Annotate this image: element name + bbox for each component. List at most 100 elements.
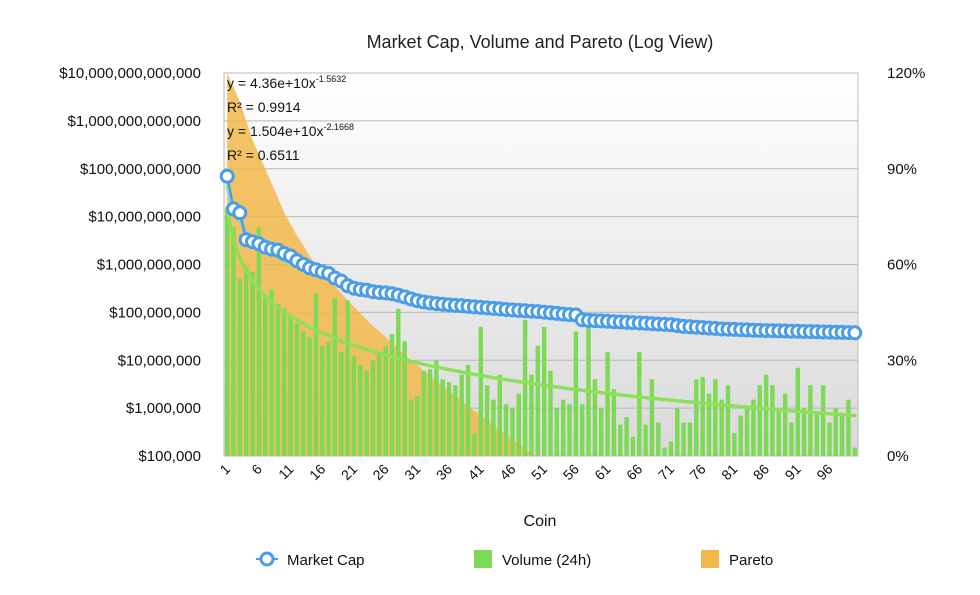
x-tick-label: 31 <box>401 461 423 483</box>
y-left-tick-label: $100,000,000 <box>109 304 201 321</box>
trend-exponent: -2.1668 <box>324 122 355 132</box>
volume-bar <box>763 374 769 456</box>
volume-bar <box>808 385 813 456</box>
volume-bar <box>320 345 325 456</box>
volume-bar <box>326 341 331 456</box>
x-tick-label: 86 <box>750 461 772 483</box>
volume-bar <box>231 227 236 456</box>
x-tick-label: 61 <box>591 461 613 483</box>
volume-bar <box>256 227 262 456</box>
volume-bar <box>580 404 585 456</box>
y-right-tick-label: 0% <box>887 448 909 465</box>
y-left-tick-label: $1,000,000,000 <box>97 257 201 274</box>
x-tick-label: 6 <box>248 461 265 478</box>
volume-bar <box>789 422 794 456</box>
volume-bar <box>377 353 382 456</box>
volume-bar <box>529 374 534 456</box>
volume-bar <box>282 308 287 456</box>
volume-bar <box>713 379 718 456</box>
volume-bar <box>706 393 712 456</box>
volume-bar <box>244 266 249 456</box>
trend-r-squared: R² = 0.6511 <box>227 147 300 163</box>
volume-bar <box>814 412 819 456</box>
y-left-tick-label: $1,000,000,000,000 <box>68 113 201 130</box>
volume-bar <box>415 395 420 456</box>
volume-bar <box>567 404 572 456</box>
volume-bar <box>542 326 547 456</box>
volume-bar <box>484 385 490 456</box>
volume-bar <box>522 319 528 456</box>
volume-bar <box>370 360 376 457</box>
volume-bar <box>250 271 255 456</box>
volume-bar <box>770 385 775 456</box>
volume-bar <box>307 337 312 456</box>
volume-bar <box>313 293 319 456</box>
volume-bar <box>719 399 724 456</box>
volume-bar <box>624 417 629 456</box>
y-left-tick-label: $1,000,000 <box>126 400 201 417</box>
volume-bar <box>668 441 674 456</box>
chart-title: Market Cap, Volume and Pareto (Log View) <box>367 32 714 52</box>
trendline-equation-2: y = 1.504e+10x-2.1668 R² = 0.6511 <box>227 122 354 163</box>
volume-bar <box>440 379 445 456</box>
volume-bar <box>732 433 737 456</box>
volume-bar <box>700 376 705 456</box>
volume-bar <box>434 360 439 457</box>
y-right-tick-label: 30% <box>887 352 917 369</box>
legend-label: Pareto <box>729 552 773 569</box>
market-cap-series <box>219 168 863 341</box>
volume-bar <box>548 370 553 456</box>
circle-marker-icon <box>259 551 275 567</box>
x-tick-label: 36 <box>433 461 455 483</box>
volume-bar <box>288 317 293 456</box>
market-cap-point <box>232 205 248 221</box>
legend: Market Cap Volume (24h) Pareto <box>256 550 773 569</box>
volume-bar <box>275 303 281 456</box>
volume-bar <box>237 278 242 456</box>
x-tick-label: 41 <box>465 461 487 483</box>
volume-bar <box>535 345 540 456</box>
volume-bar <box>656 422 661 456</box>
x-axis-title: Coin <box>524 513 557 530</box>
volume-bar <box>351 356 357 456</box>
legend-item-volume[interactable]: Volume (24h) <box>474 550 591 569</box>
legend-label: Volume (24h) <box>502 552 591 569</box>
y-left-tick-label: $10,000,000,000,000 <box>59 65 201 82</box>
x-tick-label: 46 <box>496 461 518 483</box>
volume-bar <box>364 370 369 456</box>
legend-item-market-cap[interactable]: Market Cap <box>256 551 365 569</box>
volume-bar <box>611 389 617 456</box>
x-tick-label: 81 <box>718 461 740 483</box>
volume-bar <box>801 408 807 456</box>
x-tick-label: 26 <box>369 461 391 483</box>
trend-exponent: -1.5632 <box>316 74 347 84</box>
trendline <box>225 206 857 418</box>
volume-bar <box>453 385 458 456</box>
trend-equation-text: y = 4.36e+10x <box>227 75 316 91</box>
volume-bar <box>408 399 414 456</box>
volume-bar <box>263 298 268 456</box>
x-tick-label: 16 <box>306 461 328 483</box>
x-tick-label: 56 <box>560 461 582 483</box>
volume-bar <box>827 422 832 456</box>
volume-bar <box>833 408 838 456</box>
volume-series <box>225 208 857 457</box>
volume-bar <box>738 415 743 456</box>
volume-bar <box>820 385 826 456</box>
volume-bar <box>637 351 642 456</box>
volume-bar <box>744 408 750 456</box>
volume-bar <box>472 433 477 456</box>
volume-bar <box>421 370 426 456</box>
volume-bar <box>459 374 464 456</box>
legend-item-pareto[interactable]: Pareto <box>701 550 773 569</box>
y-left-tick-label: $100,000,000,000 <box>80 161 201 178</box>
volume-bar <box>751 399 756 456</box>
volume-bar <box>618 424 623 456</box>
volume-bar <box>465 364 471 456</box>
volume-bar <box>599 408 604 456</box>
volume-bar <box>503 404 509 456</box>
volume-bar <box>497 374 502 456</box>
y-left-tick-label: $100,000 <box>138 448 201 465</box>
y-right-tick-label: 60% <box>887 257 917 274</box>
volume-bar <box>643 424 648 456</box>
